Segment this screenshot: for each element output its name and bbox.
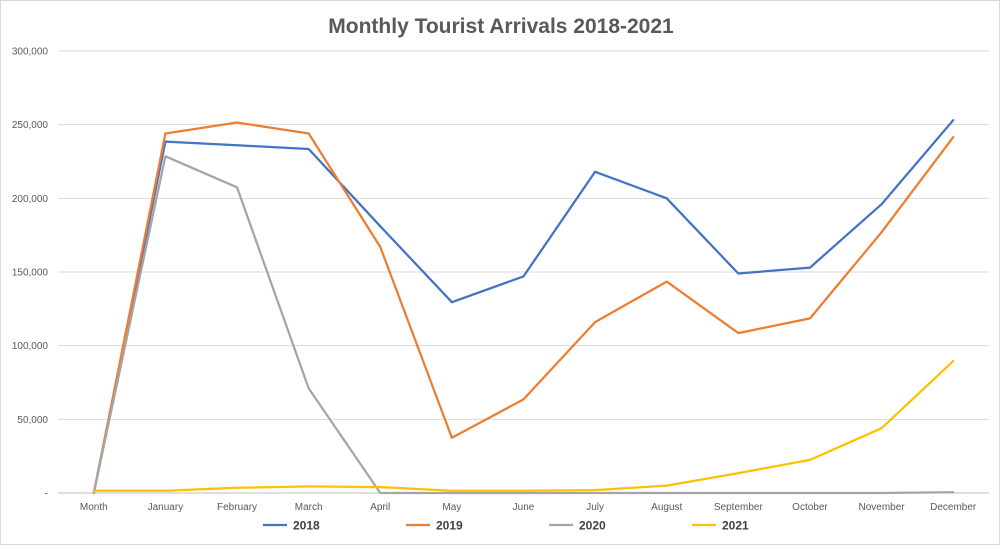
y-tick-label: 250,000 [12,120,49,131]
x-tick-label: February [217,502,257,513]
series-2021 [94,361,953,491]
legend-label: 2018 [293,519,320,533]
x-tick-label: November [859,502,906,513]
legend-item-2018: 2018 [263,519,320,533]
legend-item-2019: 2019 [406,519,463,533]
legend-label: 2019 [436,519,463,533]
series-2020 [94,156,953,493]
series-2018 [94,120,953,493]
y-tick-label: 200,000 [12,194,49,205]
x-tick-label: Month [80,502,108,513]
x-axis-ticks: Month January February March April May June Jul… [80,502,977,513]
y-tick-label: 150,000 [12,268,49,279]
x-tick-label: September [714,502,764,513]
y-tick-label: 100,000 [12,341,49,352]
legend-label: 2021 [722,519,749,533]
y-tick-label: 50,000 [17,415,48,426]
legend-item-2020: 2020 [549,519,606,533]
series-lines [94,120,953,493]
x-tick-label: April [370,502,390,513]
x-tick-label: March [295,502,323,513]
y-tick-label: - [45,489,48,500]
x-tick-label: June [513,502,535,513]
y-axis-ticks: - 50,000 100,000 150,000 200,000 250,000 300,0… [12,47,49,500]
x-tick-label: August [651,502,682,513]
legend-label: 2020 [579,519,606,533]
chart-title: Monthly Tourist Arrivals 2018-2021 [328,15,674,38]
x-tick-label: December [930,502,977,513]
x-tick-label: May [442,502,461,513]
series-line-2021 [94,361,953,491]
legend-item-2021: 2021 [692,519,749,533]
series-line-2019 [94,123,953,494]
series-line-2020 [94,156,953,493]
x-tick-label: January [148,502,184,513]
y-tick-label: 300,000 [12,47,49,58]
x-tick-label: July [586,502,604,513]
x-tick-label: October [792,502,828,513]
legend: 2018 2019 2020 2021 [263,519,749,533]
series-line-2018 [94,120,953,493]
series-2019 [94,122,953,493]
